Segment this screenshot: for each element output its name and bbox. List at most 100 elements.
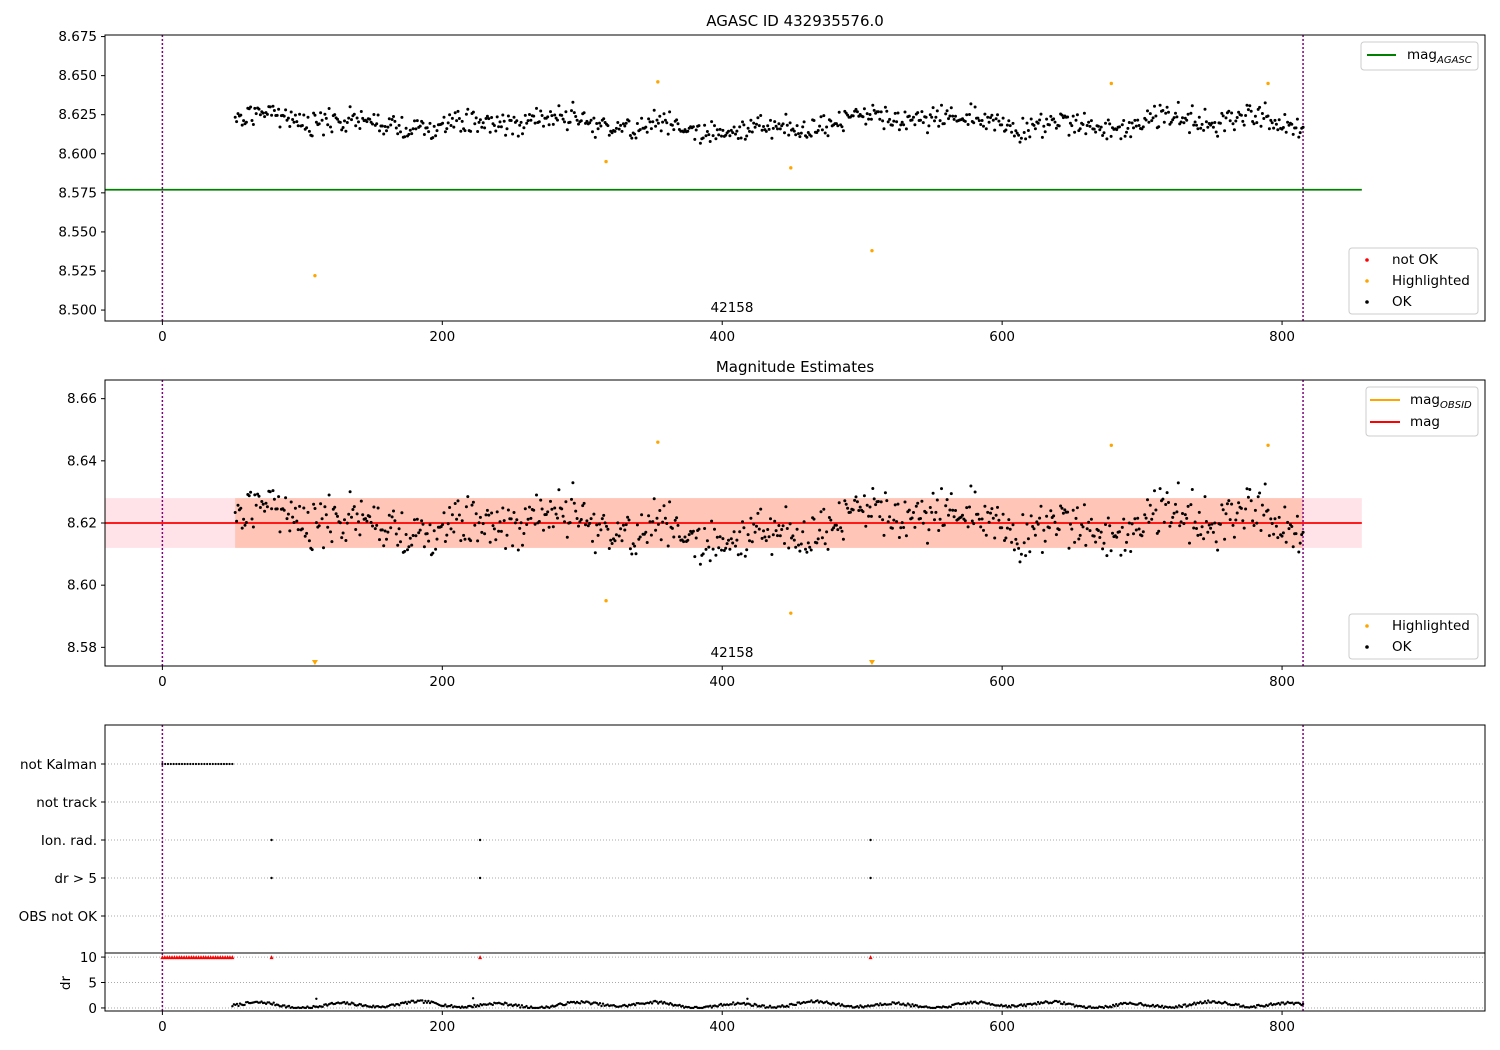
ok-point-670 bbox=[1172, 511, 1176, 515]
ok-point-399 bbox=[792, 129, 796, 133]
ok-point-755 bbox=[1291, 545, 1295, 549]
ok-point-562 bbox=[1021, 116, 1025, 120]
ok-point-89 bbox=[358, 127, 362, 130]
ok-point-241 bbox=[571, 100, 575, 104]
dr-point-574 bbox=[1110, 1006, 1113, 1009]
dr-point-674 bbox=[1263, 1005, 1267, 1008]
ok-point-732 bbox=[1259, 124, 1263, 128]
ok-point-432 bbox=[839, 526, 843, 530]
ok-point-495 bbox=[927, 124, 931, 128]
ok-point-13 bbox=[251, 525, 255, 529]
dr-point-636 bbox=[1205, 1001, 1208, 1005]
ok-point-231 bbox=[557, 104, 561, 108]
dr-point-494 bbox=[987, 1002, 991, 1005]
ok-point-491 bbox=[921, 521, 925, 525]
ok-point-138 bbox=[427, 539, 431, 543]
ok-point-571 bbox=[1033, 127, 1037, 131]
ok-point-446 bbox=[858, 505, 862, 509]
ok-point-671 bbox=[1174, 111, 1177, 115]
ok-point-465 bbox=[885, 109, 889, 113]
ok-point-478 bbox=[903, 500, 907, 504]
ok-point-284 bbox=[631, 542, 635, 546]
ok-point-313 bbox=[672, 128, 676, 132]
ok-point-685 bbox=[1193, 520, 1197, 524]
ok-point-422 bbox=[825, 125, 829, 129]
ok-point-126 bbox=[410, 543, 414, 547]
ok-point-107 bbox=[383, 529, 387, 533]
ok-point-105 bbox=[380, 528, 384, 532]
ok-point-58 bbox=[314, 521, 318, 525]
ok-point-200 bbox=[513, 521, 517, 525]
dr-point-549 bbox=[1072, 1003, 1075, 1006]
ok-point-265 bbox=[605, 524, 608, 528]
ok-point-675 bbox=[1179, 520, 1183, 524]
ok-point-582 bbox=[1049, 114, 1053, 118]
ok-point-500 bbox=[934, 115, 938, 119]
ok-point-179 bbox=[484, 117, 488, 120]
ok-point-722 bbox=[1245, 487, 1249, 491]
ok-point-173 bbox=[476, 539, 480, 543]
ok-point-728 bbox=[1253, 114, 1257, 118]
ok-point-103 bbox=[378, 538, 381, 542]
ok-point-290 bbox=[640, 116, 644, 120]
ytick-label-6: 8.650 bbox=[58, 68, 97, 84]
ok-point-422 bbox=[825, 530, 829, 534]
dr-point-77 bbox=[349, 1003, 352, 1006]
ok-point-132 bbox=[418, 124, 422, 128]
dr-point-506 bbox=[1006, 1006, 1009, 1009]
ok-point-739 bbox=[1269, 517, 1273, 521]
ok-point-14 bbox=[253, 493, 257, 497]
ok-point-106 bbox=[382, 544, 386, 548]
ok-point-675 bbox=[1179, 120, 1183, 124]
p3-xtick-label-1: 200 bbox=[429, 1019, 455, 1035]
ok-point-435 bbox=[843, 499, 847, 503]
ok-point-303 bbox=[658, 509, 662, 512]
ok-point-38 bbox=[286, 512, 290, 516]
ok-point-588 bbox=[1057, 124, 1061, 128]
ok-point-320 bbox=[682, 130, 686, 134]
dr-point-593 bbox=[1139, 1001, 1142, 1005]
ok-point-741 bbox=[1272, 126, 1276, 130]
ok-point-254 bbox=[589, 118, 593, 122]
ok-point-150 bbox=[443, 130, 447, 134]
ok-point-719 bbox=[1241, 119, 1245, 123]
dr-axis-label: dr bbox=[58, 975, 74, 990]
ok-point-420 bbox=[822, 114, 826, 118]
ok-point-487 bbox=[916, 501, 920, 505]
ok-point-576 bbox=[1040, 135, 1044, 139]
not-kalman-point-10 bbox=[189, 762, 192, 766]
ok-point-487 bbox=[916, 111, 920, 115]
dr-point-34 bbox=[283, 1004, 286, 1007]
ok-point-190 bbox=[499, 125, 503, 129]
panel-agasc-magnitude: AGASC ID 432935576.0 8.5008.5258.5508.57… bbox=[58, 12, 1486, 345]
ok-point-371 bbox=[753, 125, 757, 129]
ok-point-276 bbox=[620, 129, 624, 133]
ok-point-5 bbox=[240, 123, 244, 127]
ok-point-514 bbox=[954, 114, 957, 118]
ok-point-510 bbox=[948, 508, 952, 512]
ok-point-363 bbox=[742, 123, 746, 127]
ok-point-27 bbox=[271, 104, 275, 108]
ok-point-114 bbox=[393, 519, 397, 523]
ok-point-638 bbox=[1127, 121, 1131, 124]
p3-xtick-label-4: 800 bbox=[1269, 1019, 1295, 1035]
dr-point-693 bbox=[1292, 1003, 1296, 1006]
ok-point-97 bbox=[369, 520, 373, 524]
ok-point-101 bbox=[375, 523, 379, 527]
dr-point-292 bbox=[678, 1003, 681, 1007]
dr-point-409 bbox=[857, 1006, 860, 1009]
ok-point-758 bbox=[1295, 514, 1299, 518]
ok-point-30 bbox=[275, 113, 279, 117]
ok-point-129 bbox=[414, 127, 418, 131]
dr-point-382 bbox=[816, 999, 819, 1002]
ok-point-27 bbox=[271, 489, 275, 493]
ok-point-51 bbox=[305, 126, 309, 130]
ok-point-401 bbox=[795, 527, 799, 531]
ok-point-393 bbox=[784, 112, 788, 116]
ok-point-550 bbox=[1004, 128, 1008, 132]
ok-point-500 bbox=[934, 510, 938, 514]
ok-point-103 bbox=[378, 129, 381, 133]
ok-point-614 bbox=[1094, 130, 1098, 134]
ok-point-372 bbox=[755, 122, 758, 126]
ok-point-657 bbox=[1154, 114, 1158, 118]
